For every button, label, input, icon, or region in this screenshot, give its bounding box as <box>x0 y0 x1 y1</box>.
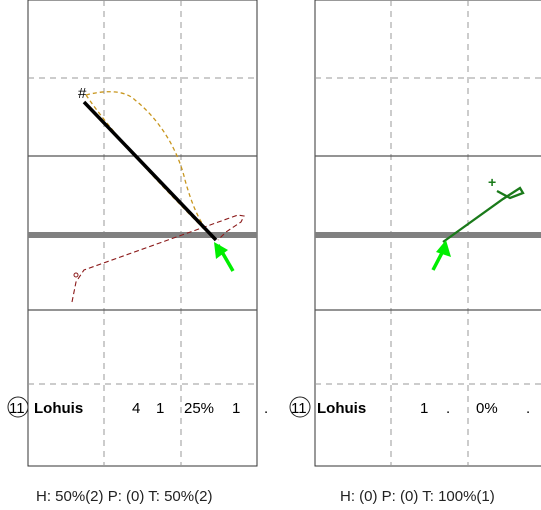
player-number-right: 11 <box>291 400 307 417</box>
stat-percent-right: 0% <box>476 400 498 417</box>
left-green-arrow <box>214 242 235 272</box>
player-number: 11 <box>9 400 25 417</box>
start-plus-marker: + <box>488 174 496 190</box>
player-number-badge <box>7 396 29 418</box>
player-name-right: Lohuis <box>317 400 366 417</box>
stat-1-right: 1 <box>420 400 428 417</box>
start-hash-marker: # <box>78 85 87 102</box>
left-panel: # 11 Lohuis 4 1 25% 1 . <box>7 0 268 467</box>
stat-4: . <box>264 400 268 417</box>
stat-2: 1 <box>156 400 164 417</box>
right-summary: H: (0) P: (0) T: 100%(1) <box>340 488 495 505</box>
green-trajectory <box>442 186 525 243</box>
left-row: 11 Lohuis 4 1 25% 1 . <box>7 396 268 418</box>
stat-3: 1 <box>232 400 240 417</box>
red-path-start <box>73 272 79 278</box>
gold-path <box>85 91 216 241</box>
stat-1: 4 <box>132 400 140 417</box>
stat-2-right: . <box>446 400 450 417</box>
red-path <box>71 214 245 303</box>
right-green-arrow <box>431 240 451 271</box>
player-name: Lohuis <box>34 400 83 417</box>
stat-percent: 25% <box>184 400 214 417</box>
stat-3-right: . <box>526 400 530 417</box>
player-number-badge-right <box>289 396 311 418</box>
left-summary: H: 50%(2) P: (0) T: 50%(2) <box>36 488 213 505</box>
right-row: 11 Lohuis 1 . 0% . <box>289 396 530 418</box>
right-panel: + 11 Lohuis 1 . 0% . <box>289 0 541 467</box>
black-trajectory <box>82 100 218 242</box>
